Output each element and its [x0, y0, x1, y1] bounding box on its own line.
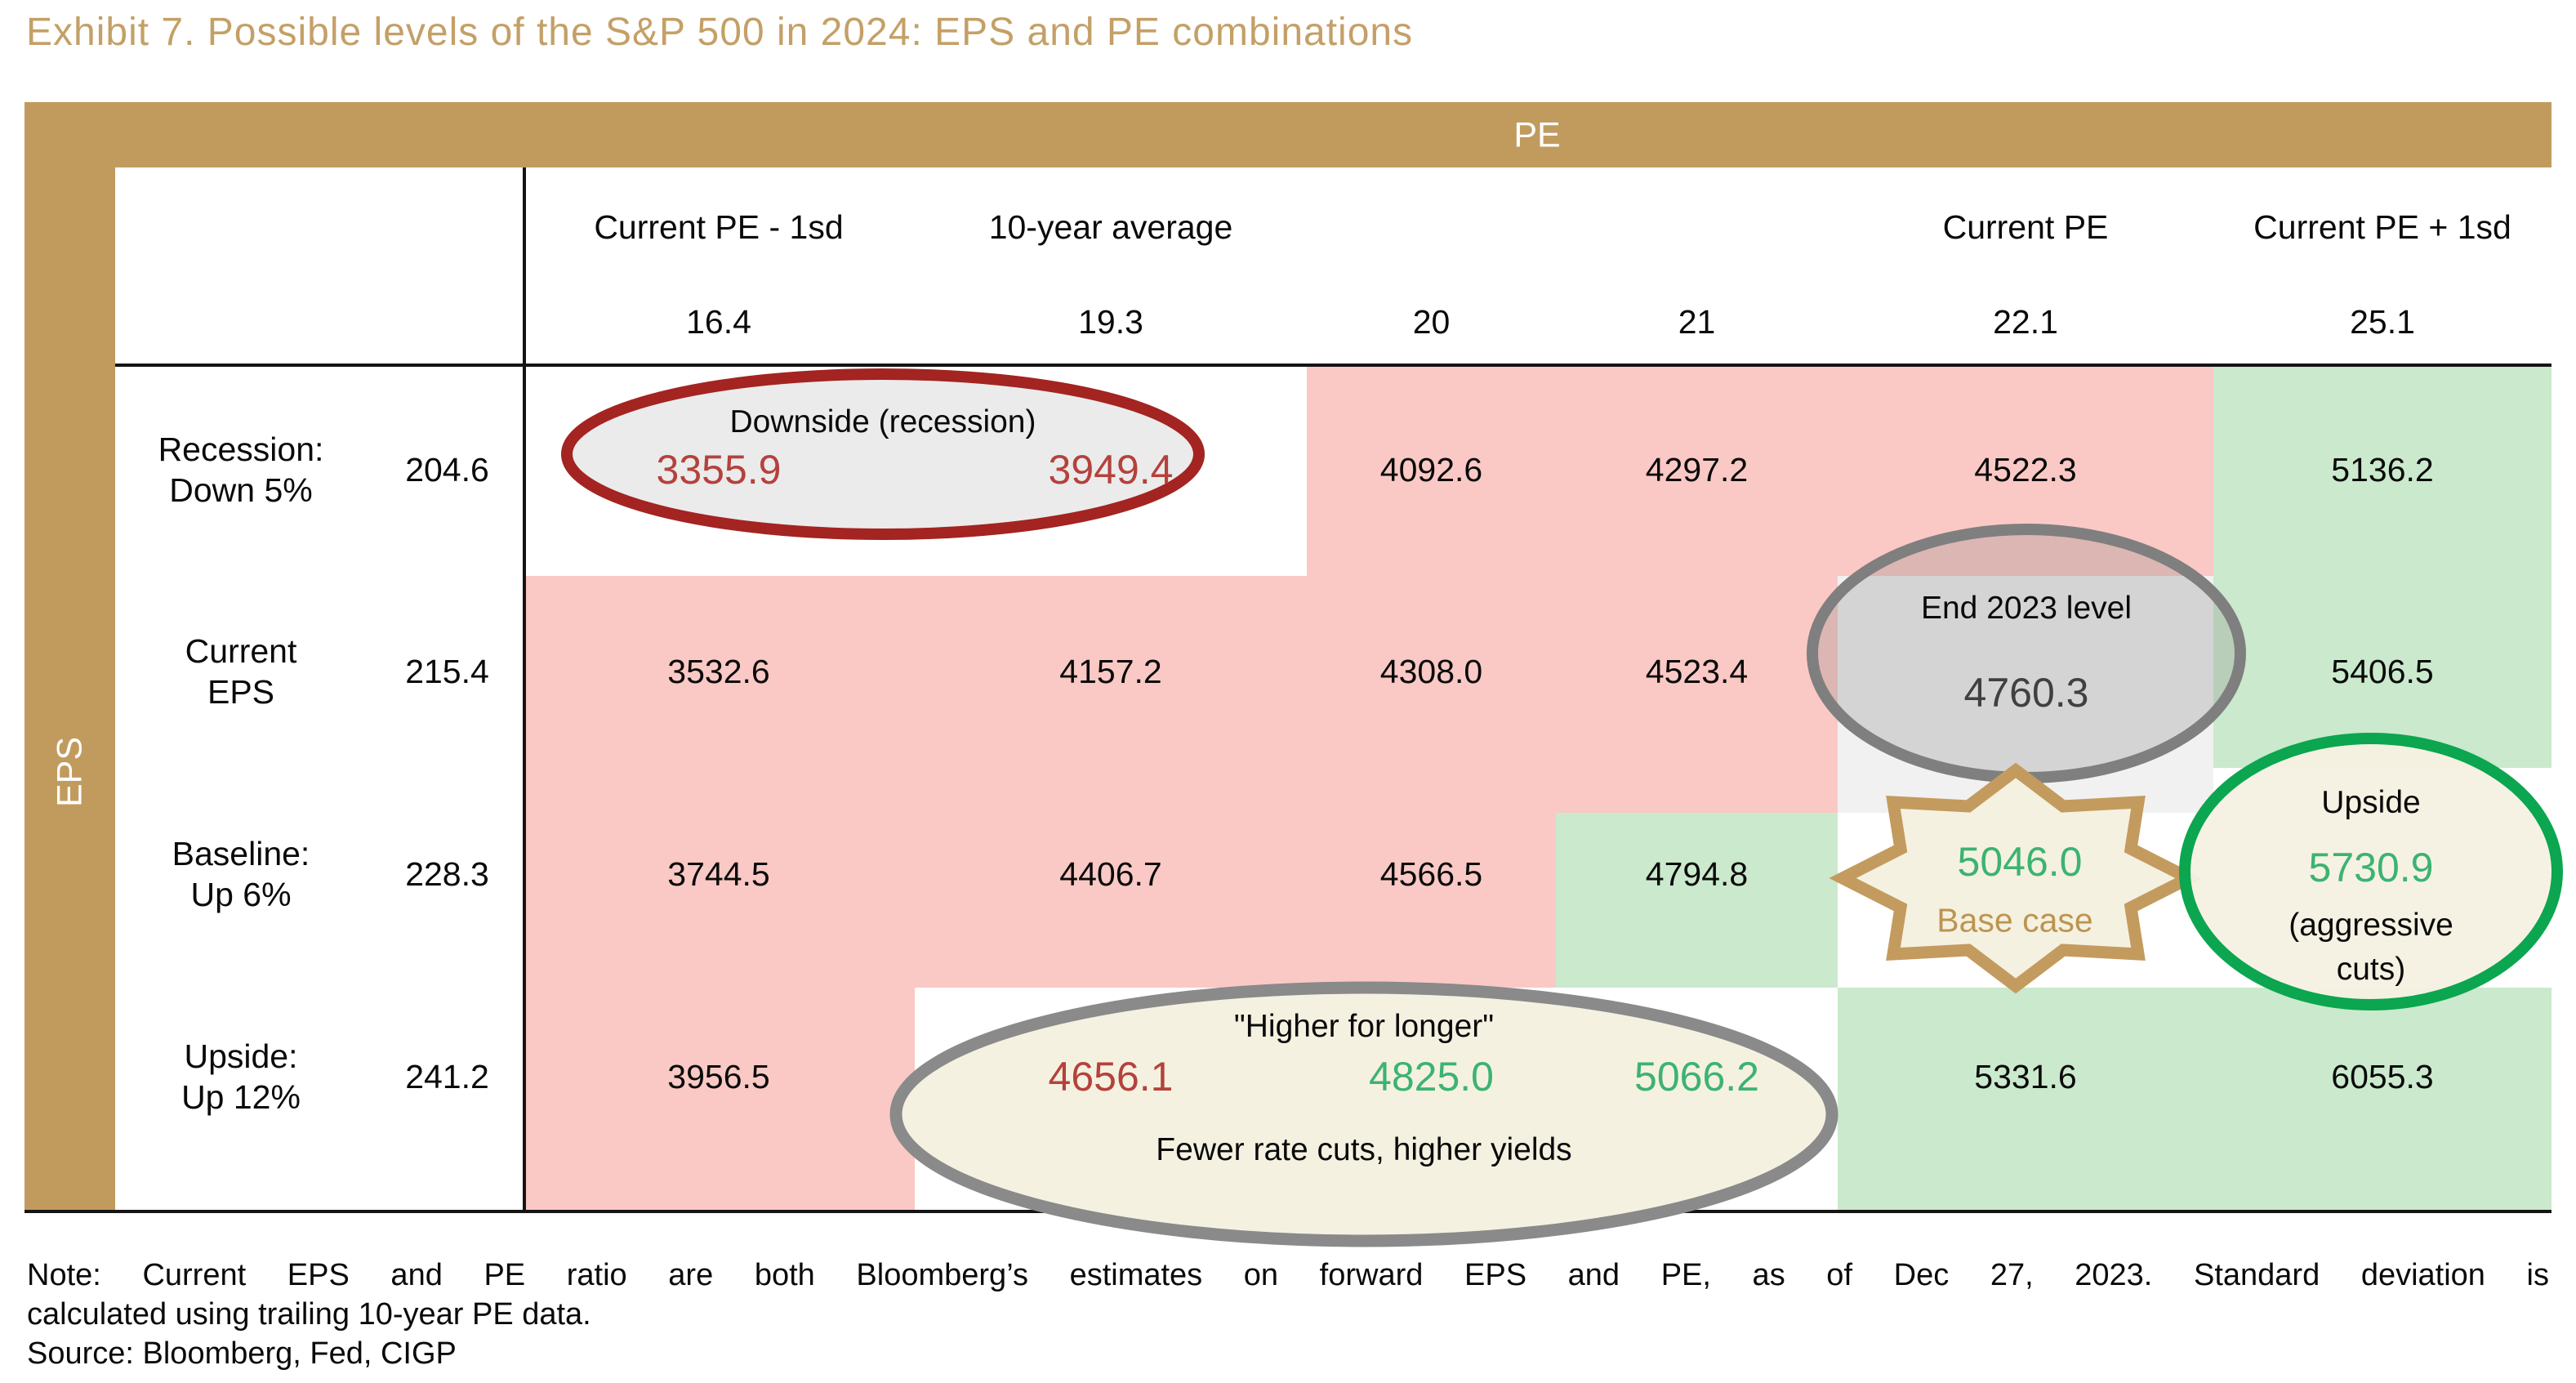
cell-r4c5: 5331.6	[1974, 1057, 2077, 1095]
col-header-current-pe-minus-1sd: Current PE - 1sd	[594, 207, 844, 246]
row-label-recession: Recession: Down 5%	[118, 404, 363, 535]
pe-value-19-3: 19.3	[1078, 302, 1143, 341]
upside-aggressive-cuts-ellipse	[2179, 733, 2563, 1010]
cell-r1c6: 5136.2	[2331, 450, 2434, 489]
cell-r4c6: 6055.3	[2331, 1057, 2434, 1095]
label-column-divider-line	[523, 167, 526, 1213]
row-label-line: Up 6%	[190, 876, 292, 913]
row-label-current-eps: Current EPS	[118, 606, 363, 737]
cell-r1c2: 3949.4	[1048, 447, 1174, 493]
cell-r2c1: 3532.6	[667, 652, 770, 690]
cell-r4c4: 5066.2	[1634, 1054, 1759, 1100]
pe-value-20: 20	[1412, 302, 1451, 341]
pe-value-21: 21	[1678, 302, 1716, 341]
base-case-star	[1829, 762, 2203, 994]
base-case-label: Base case	[1936, 901, 2093, 939]
cell-r3c1: 3744.5	[667, 854, 770, 893]
pe-axis-label: PE	[1513, 115, 1561, 155]
pe-value-16-4: 16.4	[686, 302, 751, 341]
end-2023-level-ellipse	[1807, 524, 2246, 783]
cell-bg-row2-pink	[523, 576, 1838, 813]
base-case-value: 5046.0	[1957, 839, 2083, 885]
footnote-line2: calculated using trailing 10-year PE dat…	[27, 1297, 591, 1332]
cell-bg-row3-pink	[523, 813, 1556, 988]
pe-value-22-1: 22.1	[1993, 302, 2058, 341]
header-divider-line	[115, 364, 2551, 367]
col-header-10-year-average: 10-year average	[988, 207, 1233, 246]
cell-r3c2: 4406.7	[1059, 854, 1162, 893]
eps-value-228-3: 228.3	[405, 854, 489, 893]
upside-note-line1: (aggressive	[2289, 908, 2453, 943]
cell-r1c4: 4297.2	[1645, 450, 1749, 489]
pe-axis-bar	[25, 102, 2551, 167]
col-header-current-pe: Current PE	[1942, 207, 2109, 246]
cell-r3c4: 4794.8	[1645, 854, 1749, 893]
cell-r1c1: 3355.9	[656, 447, 782, 493]
end-2023-level-value: 4760.3	[1963, 670, 2089, 716]
eps-axis-bar	[25, 167, 115, 1213]
cell-r2c3: 4308.0	[1379, 652, 1483, 690]
row-label-line: Upside:	[184, 1037, 298, 1075]
upside-note-line2: cuts)	[2336, 952, 2406, 987]
upside-value: 5730.9	[2308, 845, 2434, 890]
higher-for-longer-title: "Higher for longer"	[1233, 1009, 1495, 1044]
cell-r4c3: 4825.0	[1369, 1054, 1494, 1100]
footnote-line1: Note: Current EPS and PE ratio are both …	[27, 1258, 2549, 1292]
col-header-blank-20	[1307, 190, 1556, 264]
cell-bg-col6-green	[2213, 365, 2551, 768]
cell-r2c2: 4157.2	[1059, 652, 1162, 690]
cell-bg-row4-pink	[523, 988, 915, 1210]
cell-bg-row4-green	[1838, 988, 2551, 1210]
row-label-line: Baseline:	[172, 834, 310, 872]
col-header-blank-21	[1556, 190, 1838, 264]
row-label-line: Recession:	[158, 430, 324, 468]
upside-title: Upside	[2321, 785, 2421, 820]
eps-value-241-2: 241.2	[405, 1057, 489, 1095]
pe-eps-matrix: PE EPS Current PE - 1sd 10-year average …	[25, 102, 2563, 1247]
cell-r4c1: 3956.5	[667, 1057, 770, 1095]
eps-value-215-4: 215.4	[405, 652, 489, 690]
downside-recession-label: Downside (recession)	[729, 404, 1036, 439]
cell-r1c5: 4522.3	[1974, 450, 2077, 489]
source-line: Source: Bloomberg, Fed, CIGP	[27, 1336, 457, 1371]
cell-r1c3: 4092.6	[1379, 450, 1483, 489]
higher-for-longer-ellipse	[889, 981, 1838, 1247]
row-label-line: Current	[185, 631, 297, 670]
eps-value-204-6: 204.6	[405, 450, 489, 489]
higher-for-longer-subtitle: Fewer rate cuts, higher yields	[1156, 1132, 1572, 1167]
row-label-baseline: Baseline: Up 6%	[118, 809, 363, 939]
row-label-upside: Upside: Up 12%	[118, 1011, 363, 1142]
cell-bg-row3-green	[1556, 813, 1838, 988]
cell-r3c3: 4566.5	[1379, 854, 1483, 893]
cell-r2c4: 4523.4	[1645, 652, 1749, 690]
cell-bg-row1-pink	[1307, 365, 2213, 576]
col-header-current-pe-plus-1sd: Current PE + 1sd	[2253, 207, 2511, 246]
cell-r2c6: 5406.5	[2331, 652, 2434, 690]
row-label-line: Up 12%	[181, 1078, 301, 1116]
annotation-overlay	[561, 368, 2563, 1247]
row-label-line: EPS	[207, 673, 275, 711]
downside-recession-ellipse	[561, 368, 1205, 540]
exhibit-title: Exhibit 7. Possible levels of the S&P 50…	[26, 11, 1414, 54]
end-2023-level-label: End 2023 level	[1920, 591, 2133, 626]
row-label-line: Down 5%	[169, 471, 313, 509]
cell-r4c2: 4656.1	[1048, 1054, 1174, 1100]
pe-value-25-1: 25.1	[2350, 302, 2415, 341]
